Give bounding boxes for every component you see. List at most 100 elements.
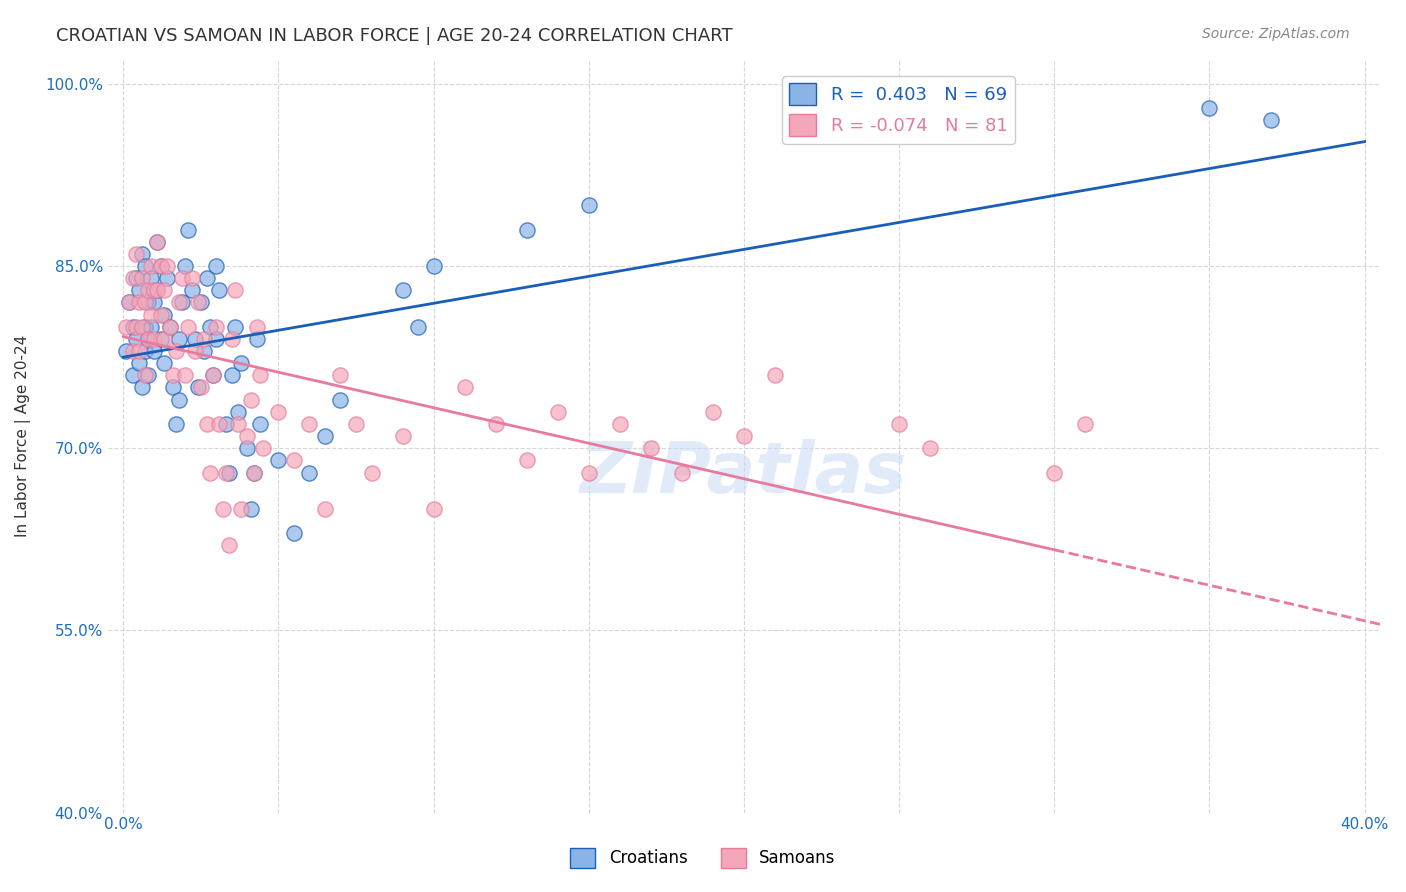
Point — [516, 222, 538, 236]
Point — [118, 295, 141, 310]
Point — [242, 466, 264, 480]
Point — [205, 332, 228, 346]
Point — [149, 259, 172, 273]
Point — [156, 271, 179, 285]
Point — [733, 429, 755, 443]
Point — [183, 344, 205, 359]
Point — [187, 380, 209, 394]
Point — [516, 453, 538, 467]
Point — [329, 392, 352, 407]
Point — [146, 235, 169, 249]
Point — [344, 417, 367, 431]
Point — [128, 356, 150, 370]
Point — [231, 356, 253, 370]
Point — [159, 319, 181, 334]
Point — [1074, 417, 1097, 431]
Point — [406, 319, 429, 334]
Point — [165, 417, 187, 431]
Point — [224, 319, 246, 334]
Point — [298, 417, 321, 431]
Point — [167, 332, 190, 346]
Point — [298, 466, 321, 480]
Point — [198, 319, 221, 334]
Point — [149, 332, 172, 346]
Point — [314, 502, 336, 516]
Point — [146, 283, 169, 297]
Point — [224, 283, 246, 297]
Point — [218, 538, 240, 552]
Point — [763, 368, 786, 383]
Point — [578, 198, 600, 212]
Point — [136, 332, 159, 346]
Point — [609, 417, 631, 431]
Legend: Croatians, Samoans: Croatians, Samoans — [564, 841, 842, 875]
Point — [136, 283, 159, 297]
Point — [162, 368, 184, 383]
Point — [329, 368, 352, 383]
Point — [121, 319, 143, 334]
Point — [143, 295, 166, 310]
Point — [159, 319, 181, 334]
Point — [208, 283, 231, 297]
Point — [249, 417, 271, 431]
Point — [149, 259, 172, 273]
Point — [195, 417, 218, 431]
Point — [180, 283, 202, 297]
Point — [422, 259, 444, 273]
Point — [267, 453, 290, 467]
Point — [180, 271, 202, 285]
Point — [190, 295, 212, 310]
Point — [128, 344, 150, 359]
Point — [239, 502, 262, 516]
Point — [136, 332, 159, 346]
Point — [136, 295, 159, 310]
Point — [125, 247, 148, 261]
Text: CROATIAN VS SAMOAN IN LABOR FORCE | AGE 20-24 CORRELATION CHART: CROATIAN VS SAMOAN IN LABOR FORCE | AGE … — [56, 27, 733, 45]
Point — [121, 271, 143, 285]
Point — [640, 441, 662, 455]
Point — [1260, 113, 1282, 128]
Point — [249, 368, 271, 383]
Point — [205, 259, 228, 273]
Point — [391, 283, 413, 297]
Point — [152, 356, 174, 370]
Point — [246, 319, 269, 334]
Point — [195, 271, 218, 285]
Point — [187, 295, 209, 310]
Point — [242, 466, 264, 480]
Point — [125, 271, 148, 285]
Point — [172, 271, 194, 285]
Point — [198, 466, 221, 480]
Point — [115, 344, 138, 359]
Point — [578, 466, 600, 480]
Point — [162, 380, 184, 394]
Point — [141, 308, 163, 322]
Point — [143, 344, 166, 359]
Point — [134, 295, 156, 310]
Point — [143, 332, 166, 346]
Point — [125, 319, 148, 334]
Point — [131, 271, 153, 285]
Point — [215, 466, 238, 480]
Point — [887, 417, 910, 431]
Point — [211, 502, 233, 516]
Point — [208, 417, 231, 431]
Point — [174, 368, 197, 383]
Point — [141, 271, 163, 285]
Point — [221, 332, 243, 346]
Point — [136, 368, 159, 383]
Point — [121, 368, 143, 383]
Point — [177, 319, 200, 334]
Point — [202, 368, 225, 383]
Point — [215, 417, 238, 431]
Point — [134, 344, 156, 359]
Point — [118, 295, 141, 310]
Point — [193, 332, 215, 346]
Point — [149, 308, 172, 322]
Point — [172, 295, 194, 310]
Point — [920, 441, 942, 455]
Point — [152, 308, 174, 322]
Point — [202, 368, 225, 383]
Point — [239, 392, 262, 407]
Point — [125, 332, 148, 346]
